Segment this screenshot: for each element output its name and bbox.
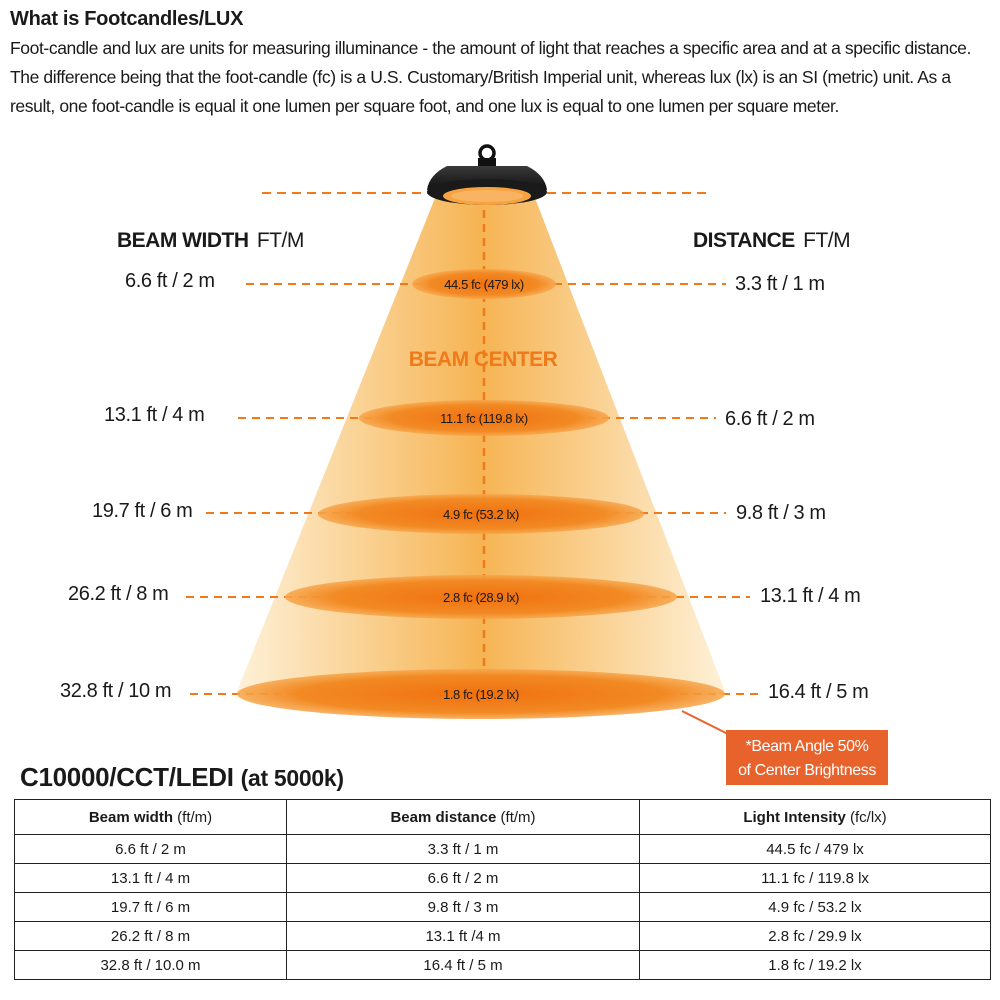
cell-beam-distance: 3.3 ft / 1 m <box>286 834 640 864</box>
cell-beam-distance: 16.4 ft / 5 m <box>286 950 640 980</box>
distance-value: 6.6 ft / 2 m <box>725 408 815 430</box>
header-light-intensity: Light Intensity (fc/lx) <box>639 799 991 835</box>
distance-header: DISTANCE FT/M <box>693 229 850 252</box>
table-row: 6.6 ft / 2 m 3.3 ft / 1 m 44.5 fc / 479 … <box>14 834 991 864</box>
cell-beam-distance: 13.1 ft /4 m <box>286 921 640 951</box>
cell-beam-width: 26.2 ft / 8 m <box>14 921 287 951</box>
distance-value: 13.1 ft / 4 m <box>760 585 860 607</box>
level-4: 2.8 fc (28.9 lx) 26.2 ft / 8 m 13.1 ft /… <box>68 575 861 619</box>
cell-beam-width: 19.7 ft / 6 m <box>14 892 287 922</box>
light-pool <box>285 575 677 619</box>
beam-width-value: 6.6 ft / 2 m <box>125 270 215 292</box>
distance-value: 16.4 ft / 5 m <box>768 681 868 703</box>
table-row: 26.2 ft / 8 m 13.1 ft /4 m 2.8 fc / 29.9… <box>14 921 991 951</box>
level-5: 1.8 fc (19.2 lx) 32.8 ft / 10 m 16.4 ft … <box>60 669 869 719</box>
light-beam-cone <box>236 198 726 694</box>
intro-line: Foot-candle and lux are units for measur… <box>10 38 971 58</box>
cell-beam-distance: 9.8 ft / 3 m <box>286 892 640 922</box>
beam-width-value: 19.7 ft / 6 m <box>92 500 192 522</box>
intensity-label: 44.5 fc (479 lx) <box>444 277 524 292</box>
intensity-label: 4.9 fc (53.2 lx) <box>443 507 519 522</box>
cell-light-intensity: 1.8 fc / 19.2 lx <box>639 950 991 980</box>
intro-title: What is Footcandles/LUX <box>10 8 244 30</box>
level-3: 4.9 fc (53.2 lx) 19.7 ft / 6 m 9.8 ft / … <box>92 494 826 534</box>
callout-line: *Beam Angle 50% <box>746 738 869 755</box>
cell-light-intensity: 44.5 fc / 479 lx <box>639 834 991 864</box>
beam-width-value: 13.1 ft / 4 m <box>104 404 204 426</box>
beam-center-label: BEAM CENTER <box>409 348 558 371</box>
light-pool <box>412 269 556 299</box>
cell-beam-distance: 6.6 ft / 2 m <box>286 863 640 893</box>
beam-angle-callout: *Beam Angle 50% of Center Brightness <box>726 730 888 785</box>
spec-table: Beam width (ft/m) Beam distance (ft/m) L… <box>14 799 991 980</box>
intro-section: What is Footcandles/LUX Foot-candle and … <box>10 6 990 121</box>
distance-value: 9.8 ft / 3 m <box>736 502 826 524</box>
cell-beam-width: 6.6 ft / 2 m <box>14 834 287 864</box>
cell-light-intensity: 11.1 fc / 119.8 lx <box>639 863 991 893</box>
intro-line: The difference being that the foot-candl… <box>10 67 951 87</box>
light-pool <box>237 669 725 719</box>
intensity-label: 11.1 fc (119.8 lx) <box>440 411 528 426</box>
table-header-row: Beam width (ft/m) Beam distance (ft/m) L… <box>14 799 991 835</box>
beam-width-header: BEAM WIDTH FT/M <box>117 229 304 252</box>
light-pool <box>359 400 609 436</box>
beam-width-value: 32.8 ft / 10 m <box>60 680 171 702</box>
table-row: 19.7 ft / 6 m 9.8 ft / 3 m 4.9 fc / 53.2… <box>14 892 991 922</box>
high-bay-lamp-icon <box>427 144 547 205</box>
level-2: 11.1 fc (119.8 lx) 13.1 ft / 4 m 6.6 ft … <box>104 400 815 436</box>
header-beam-distance: Beam distance (ft/m) <box>286 799 640 835</box>
cell-light-intensity: 2.8 fc / 29.9 lx <box>639 921 991 951</box>
header-beam-width: Beam width (ft/m) <box>14 799 287 835</box>
cell-beam-width: 13.1 ft / 4 m <box>14 863 287 893</box>
level-1: 44.5 fc (479 lx) 6.6 ft / 2 m 3.3 ft / 1… <box>125 269 825 299</box>
cell-light-intensity: 4.9 fc / 53.2 lx <box>639 892 991 922</box>
intro-line: result, one foot-candle is equal it one … <box>10 96 839 116</box>
intensity-label: 1.8 fc (19.2 lx) <box>443 687 519 702</box>
light-pool <box>318 494 644 534</box>
product-note: (at 5000k) <box>240 765 344 791</box>
intensity-label: 2.8 fc (28.9 lx) <box>443 590 519 605</box>
cell-beam-width: 32.8 ft / 10.0 m <box>14 950 287 980</box>
product-name: C10000/CCT/LEDI <box>20 762 234 792</box>
beam-width-value: 26.2 ft / 8 m <box>68 583 168 605</box>
distance-value: 3.3 ft / 1 m <box>735 273 825 295</box>
callout-line: of Center Brightness <box>738 762 876 779</box>
table-row: 32.8 ft / 10.0 m 16.4 ft / 5 m 1.8 fc / … <box>14 950 991 980</box>
table-row: 13.1 ft / 4 m 6.6 ft / 2 m 11.1 fc / 119… <box>14 863 991 893</box>
intro-paragraph: Foot-candle and lux are units for measur… <box>10 34 990 121</box>
product-title: C10000/CCT/LEDI (at 5000k) <box>20 762 344 793</box>
callout-leader-line <box>681 710 729 735</box>
